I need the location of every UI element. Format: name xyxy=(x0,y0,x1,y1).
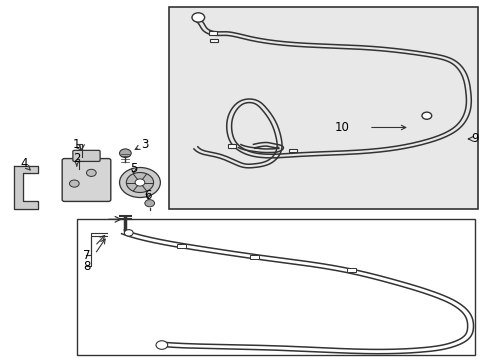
FancyBboxPatch shape xyxy=(73,150,100,161)
Bar xyxy=(228,144,236,148)
Text: 5: 5 xyxy=(130,162,137,175)
Bar xyxy=(77,219,474,355)
Text: 7: 7 xyxy=(82,248,90,261)
Circle shape xyxy=(156,341,167,349)
Circle shape xyxy=(86,169,96,176)
Text: 6: 6 xyxy=(144,189,152,202)
Bar xyxy=(210,39,218,42)
Text: 1: 1 xyxy=(73,138,81,151)
Text: 4: 4 xyxy=(20,157,28,170)
Circle shape xyxy=(144,200,154,207)
Circle shape xyxy=(135,179,144,186)
Text: 2: 2 xyxy=(73,152,81,165)
Circle shape xyxy=(124,230,133,236)
Text: 9: 9 xyxy=(471,132,478,145)
Bar xyxy=(288,149,296,152)
Circle shape xyxy=(119,167,160,198)
Bar xyxy=(208,31,216,35)
Text: 3: 3 xyxy=(141,138,148,151)
Bar xyxy=(249,255,258,259)
Circle shape xyxy=(421,112,431,119)
Text: 10: 10 xyxy=(334,121,348,134)
FancyBboxPatch shape xyxy=(62,158,111,202)
Bar xyxy=(177,244,185,248)
Circle shape xyxy=(126,172,153,193)
Polygon shape xyxy=(14,166,38,208)
Circle shape xyxy=(119,149,131,157)
Circle shape xyxy=(69,180,79,187)
Bar xyxy=(346,268,355,272)
Circle shape xyxy=(192,13,204,22)
Text: 8: 8 xyxy=(82,260,90,273)
Bar xyxy=(169,7,477,208)
